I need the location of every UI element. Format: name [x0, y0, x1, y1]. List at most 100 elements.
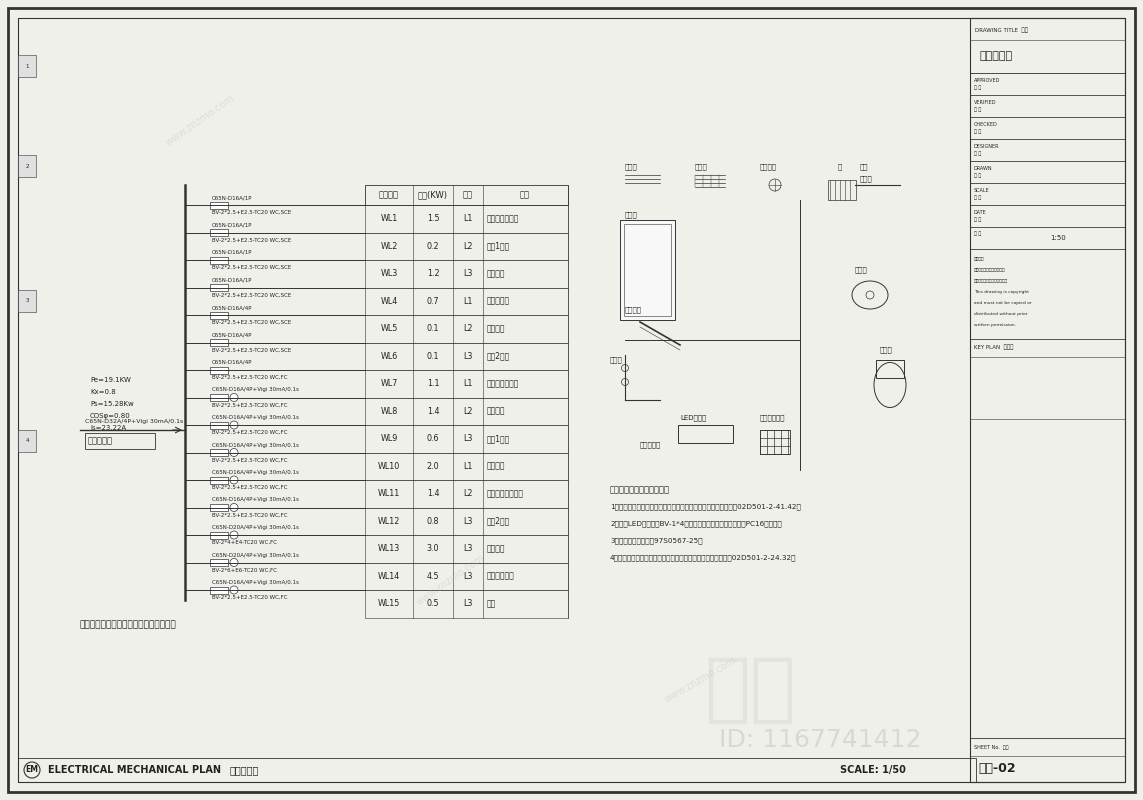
Text: 金属扶手: 金属扶手 — [625, 306, 642, 314]
Text: C65N-D16A/4P: C65N-D16A/4P — [211, 360, 253, 365]
Bar — [210, 202, 227, 209]
Bar — [365, 233, 568, 260]
Text: 4: 4 — [25, 438, 29, 443]
Text: 未经书面允许不得复制或传播: 未经书面允许不得复制或传播 — [974, 279, 1008, 283]
Text: BV-2*2.5+E2.5-TC20 WC,FC: BV-2*2.5+E2.5-TC20 WC,FC — [211, 513, 288, 518]
Text: 金属地漏: 金属地漏 — [760, 164, 777, 170]
Text: 预留: 预留 — [487, 599, 496, 608]
Bar — [970, 183, 1125, 205]
Bar — [678, 425, 733, 443]
Bar — [210, 257, 227, 263]
Bar — [365, 562, 568, 590]
Circle shape — [230, 586, 238, 594]
Text: 1.1: 1.1 — [426, 379, 439, 388]
Text: 浴巾架: 浴巾架 — [625, 164, 638, 170]
Bar — [210, 477, 227, 483]
Text: COSφ=0.80: COSφ=0.80 — [90, 413, 130, 419]
Text: 0.5: 0.5 — [426, 599, 439, 608]
Circle shape — [230, 449, 238, 457]
Text: 次卧2插座: 次卧2插座 — [487, 517, 510, 526]
Bar — [18, 155, 35, 177]
Text: 主卧插座: 主卧插座 — [487, 462, 505, 470]
Bar — [970, 95, 1125, 117]
Text: WL1: WL1 — [381, 214, 398, 223]
Circle shape — [230, 531, 238, 539]
Bar — [365, 287, 568, 315]
Text: 注：空调开关由空调设备提供商负责深化: 注：空调开关由空调设备提供商负责深化 — [80, 621, 177, 630]
Text: DESIGNER: DESIGNER — [974, 143, 999, 149]
Text: 给水管: 给水管 — [860, 176, 873, 182]
Text: C65N-D16A/4P: C65N-D16A/4P — [211, 305, 253, 310]
Text: 2: 2 — [25, 163, 29, 169]
Text: 墙: 墙 — [838, 164, 842, 170]
Text: WL3: WL3 — [381, 270, 398, 278]
Text: SCALE: SCALE — [974, 187, 990, 193]
Text: L3: L3 — [463, 572, 473, 581]
Text: BV-2*2.5+E2.5-TC20 WC,FC: BV-2*2.5+E2.5-TC20 WC,FC — [211, 595, 288, 600]
Text: 电气系统图: 电气系统图 — [980, 51, 1013, 61]
Text: C65N-D16A/4P+Vigi 30mA/0.1s: C65N-D16A/4P+Vigi 30mA/0.1s — [211, 415, 298, 420]
Text: WL14: WL14 — [378, 572, 400, 581]
Text: BV-2*2.5+E2.5-TC20 WC,SCE: BV-2*2.5+E2.5-TC20 WC,SCE — [211, 293, 291, 298]
Text: 热水管: 热水管 — [610, 357, 623, 363]
Bar — [970, 205, 1125, 227]
Text: WL12: WL12 — [378, 517, 400, 526]
Text: 客厅、走道照明: 客厅、走道照明 — [487, 214, 519, 223]
Bar — [876, 360, 904, 378]
Bar — [620, 220, 676, 320]
Text: 4.5: 4.5 — [426, 572, 439, 581]
Text: www.znzmo.com: www.znzmo.com — [163, 93, 237, 147]
Text: L1: L1 — [463, 379, 473, 388]
Bar — [365, 480, 568, 507]
Bar — [18, 55, 35, 77]
Text: C65N-D16A/4P+Vigi 30mA/0.1s: C65N-D16A/4P+Vigi 30mA/0.1s — [211, 387, 298, 393]
Text: WL8: WL8 — [381, 406, 398, 416]
Text: 3、墙或地面予埋件见97S0567-25。: 3、墙或地面予埋件见97S0567-25。 — [610, 538, 703, 544]
Text: L2: L2 — [463, 242, 473, 250]
Text: VERIFIED: VERIFIED — [974, 99, 997, 105]
Text: KEY PLAN  总平图: KEY PLAN 总平图 — [974, 344, 1014, 350]
Text: L1: L1 — [463, 462, 473, 470]
Bar — [624, 224, 671, 316]
Bar — [365, 535, 568, 562]
Text: L3: L3 — [463, 352, 473, 361]
Text: C65N-D20A/4P+Vigi 30mA/0.1s: C65N-D20A/4P+Vigi 30mA/0.1s — [211, 553, 298, 558]
Text: 洗脸盆: 洗脸盆 — [855, 266, 868, 274]
Text: 1、等电位联结线与浴盆、金属地漏、下水管等卫生设备的连接见02D501-2-41.42；: 1、等电位联结线与浴盆、金属地漏、下水管等卫生设备的连接见02D501-2-41… — [610, 504, 801, 510]
Text: BV-2*2.5+E2.5-TC20 WC,FC: BV-2*2.5+E2.5-TC20 WC,FC — [211, 430, 288, 435]
Text: 书房照明: 书房照明 — [487, 324, 505, 334]
Text: 注 意: 注 意 — [974, 231, 981, 237]
Bar — [365, 425, 568, 453]
Text: Is=23.22A: Is=23.22A — [90, 425, 126, 431]
Bar — [210, 229, 227, 236]
Text: C65N-D16A/1P: C65N-D16A/1P — [211, 250, 253, 255]
Text: 日 期: 日 期 — [974, 218, 981, 222]
Bar — [970, 249, 1125, 339]
Circle shape — [230, 421, 238, 429]
Text: 比 例: 比 例 — [974, 195, 981, 201]
Text: L1: L1 — [463, 214, 473, 223]
Text: 0.1: 0.1 — [426, 324, 439, 334]
Text: BV-2*2.5+E2.5-TC20 WC,FC: BV-2*2.5+E2.5-TC20 WC,FC — [211, 402, 288, 407]
Bar — [210, 394, 227, 401]
Text: 次卧2照明: 次卧2照明 — [487, 352, 510, 361]
Text: 0.8: 0.8 — [426, 517, 439, 526]
Text: WL11: WL11 — [378, 490, 400, 498]
Text: C65N-D32A/4P+Vigi 30mA/0.1s: C65N-D32A/4P+Vigi 30mA/0.1s — [85, 419, 183, 425]
Bar — [18, 290, 35, 312]
Text: C65N-D16A/1P: C65N-D16A/1P — [211, 195, 253, 200]
Text: LED端子板: LED端子板 — [680, 414, 706, 422]
Text: 3: 3 — [25, 298, 29, 303]
Text: BV-2*2.5+E2.5-TC20 WC,SCE: BV-2*2.5+E2.5-TC20 WC,SCE — [211, 210, 291, 215]
Bar — [760, 430, 790, 454]
Bar — [210, 559, 227, 566]
Bar — [365, 342, 568, 370]
Text: 次卧1插座: 次卧1插座 — [487, 434, 510, 443]
Text: WL10: WL10 — [378, 462, 400, 470]
Bar — [365, 185, 568, 205]
Text: This drawing is copyright: This drawing is copyright — [974, 290, 1029, 294]
Bar — [365, 398, 568, 425]
Text: WL2: WL2 — [381, 242, 398, 250]
Text: BV-2*4+E4-TC20 WC,FC: BV-2*4+E4-TC20 WC,FC — [211, 540, 277, 545]
Bar — [970, 161, 1125, 183]
